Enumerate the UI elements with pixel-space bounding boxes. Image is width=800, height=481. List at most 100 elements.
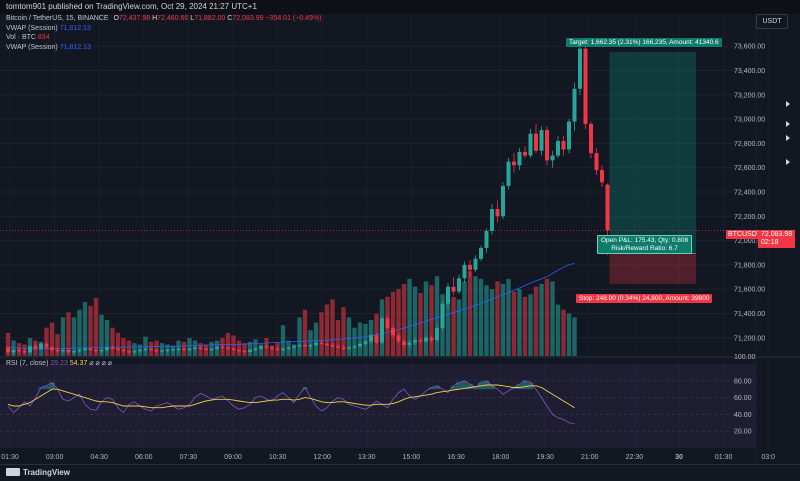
tradingview-logo[interactable]: TradingView xyxy=(6,468,70,477)
volume-bar xyxy=(566,313,572,356)
chart-canvas[interactable]: 73,600.00 73,400.00 73,200.00 73,000.00 72,8… xyxy=(0,0,800,464)
volume-bar xyxy=(231,335,236,356)
candle-body xyxy=(259,346,263,349)
candle-body xyxy=(11,349,16,353)
time-axis-label: 13:30 xyxy=(358,454,376,461)
volume-bar xyxy=(187,338,192,356)
candle-body xyxy=(484,230,489,248)
position-target-label[interactable]: Target: 1,662.35 (2.31%) 166,235, Amount… xyxy=(566,38,722,47)
currency-button[interactable]: USDT xyxy=(756,14,788,29)
candle-body xyxy=(55,349,60,352)
position-stop-label[interactable]: Stop: 248.00 (0.34%) 24,800, Amount: 398… xyxy=(576,294,713,303)
candle-body xyxy=(490,209,494,231)
brand-name: TradingView xyxy=(23,468,70,477)
candle-body xyxy=(176,348,181,350)
volume-bar xyxy=(66,312,71,356)
candle-body xyxy=(418,340,423,342)
price-axis-label: 72,000.00 xyxy=(734,238,765,245)
candle-body xyxy=(550,155,555,161)
volume-bar xyxy=(533,286,539,356)
volume-bar xyxy=(495,281,500,356)
volume-bar xyxy=(49,322,55,356)
vwap-line-2[interactable]: VWAP (Session) 71,812.13 xyxy=(6,43,322,53)
volume-bar xyxy=(396,289,401,356)
volume-bar xyxy=(456,299,462,356)
alert-arrow-icon[interactable] xyxy=(786,159,790,165)
candle-body xyxy=(182,348,186,350)
volume-bar xyxy=(429,285,434,356)
time-axis-label: 01:30 xyxy=(1,454,19,461)
alert-arrow-icon[interactable] xyxy=(786,101,790,107)
candle-body xyxy=(22,351,27,353)
volume-bar xyxy=(242,343,247,356)
volume-bar xyxy=(258,344,264,356)
symbol-name[interactable]: Bitcoin / TetherUS, 15, BINANCE xyxy=(6,15,109,22)
volume-bar xyxy=(11,340,16,356)
candle-body xyxy=(275,348,280,350)
vwap-line-1[interactable]: VWAP (Session) 71,812.13 xyxy=(6,24,322,34)
rsi-extra: ⌀ ⌀ ⌀ ⌀ xyxy=(89,360,113,367)
candle-body xyxy=(457,278,461,292)
volume-bar xyxy=(5,332,11,356)
rsi-legend[interactable]: RSI (7, close) 29.23 54.37 ⌀ ⌀ ⌀ ⌀ xyxy=(6,359,112,367)
volume-bar xyxy=(55,334,60,356)
rsi-overbought-fill xyxy=(302,387,308,390)
volume-bar xyxy=(352,327,357,356)
rsi-overbought-fill xyxy=(472,387,479,390)
candle-body xyxy=(308,345,313,347)
candle-body xyxy=(50,347,54,350)
candle-body xyxy=(204,348,208,350)
volume-bar xyxy=(313,322,319,356)
rsi-axis-label: 40.00 xyxy=(734,412,752,419)
volume-bar xyxy=(511,291,517,356)
rsi-axis-label: 60.00 xyxy=(734,395,752,402)
volume-bar xyxy=(363,323,368,356)
top-bar: tomtom901 published on TradingView.com, … xyxy=(0,0,800,14)
volume-bar xyxy=(280,325,286,356)
candle-body xyxy=(72,351,76,353)
time-axis-label: 07:30 xyxy=(180,454,198,461)
rsi-overbought-fill xyxy=(467,384,473,390)
vwap-value: 71,812.13 xyxy=(59,24,91,32)
rsi-overbought-fill xyxy=(456,382,462,390)
candle-body xyxy=(567,121,571,150)
rsi-band xyxy=(0,364,756,448)
candle-body xyxy=(83,348,87,350)
candle-body xyxy=(99,349,104,352)
volume-bar xyxy=(407,278,412,356)
price-axis-label: 72,800.00 xyxy=(734,141,765,148)
candle-body xyxy=(435,328,439,341)
candle-body xyxy=(270,347,274,349)
rsi-value: 29.23 xyxy=(50,360,68,367)
volume-bar xyxy=(467,271,473,356)
bar-countdown: 02:18 xyxy=(761,239,779,246)
rsi-overbought-fill xyxy=(38,387,44,390)
alert-arrow-icon[interactable] xyxy=(786,121,790,127)
volume-bar xyxy=(522,296,528,356)
volume-bar xyxy=(319,312,324,356)
position-pnl-label[interactable]: Open P&L: 175.43, Qty: 0.808 Risk/Reward… xyxy=(597,235,693,254)
volume-bar xyxy=(77,309,82,356)
candle-body xyxy=(501,185,505,217)
volume-line[interactable]: Vol · BTC 834 xyxy=(6,33,322,43)
publisher-info: tomtom901 published on TradingView.com, … xyxy=(6,2,257,11)
alert-arrow-icon[interactable] xyxy=(786,135,790,141)
volume-bar xyxy=(88,305,93,356)
time-axis-label: 16:30 xyxy=(447,454,465,461)
time-axis-label: 03:00 xyxy=(46,454,64,461)
candle-body xyxy=(215,346,219,349)
price-axis-label: 72,400.00 xyxy=(734,190,765,197)
volume-bar xyxy=(60,317,66,356)
candle-body xyxy=(286,347,291,349)
volume-bar xyxy=(346,317,352,356)
candle-body xyxy=(528,133,533,156)
volume-bar xyxy=(561,309,566,356)
volume-bar xyxy=(390,291,396,356)
candle-body xyxy=(561,140,566,150)
ohlc-h-label: H xyxy=(152,15,158,22)
volume-bar xyxy=(154,340,159,356)
price-axis-label: 71,800.00 xyxy=(734,262,765,269)
volume-bar xyxy=(132,343,137,356)
candle-body xyxy=(193,347,197,349)
volume-bar xyxy=(126,340,132,356)
